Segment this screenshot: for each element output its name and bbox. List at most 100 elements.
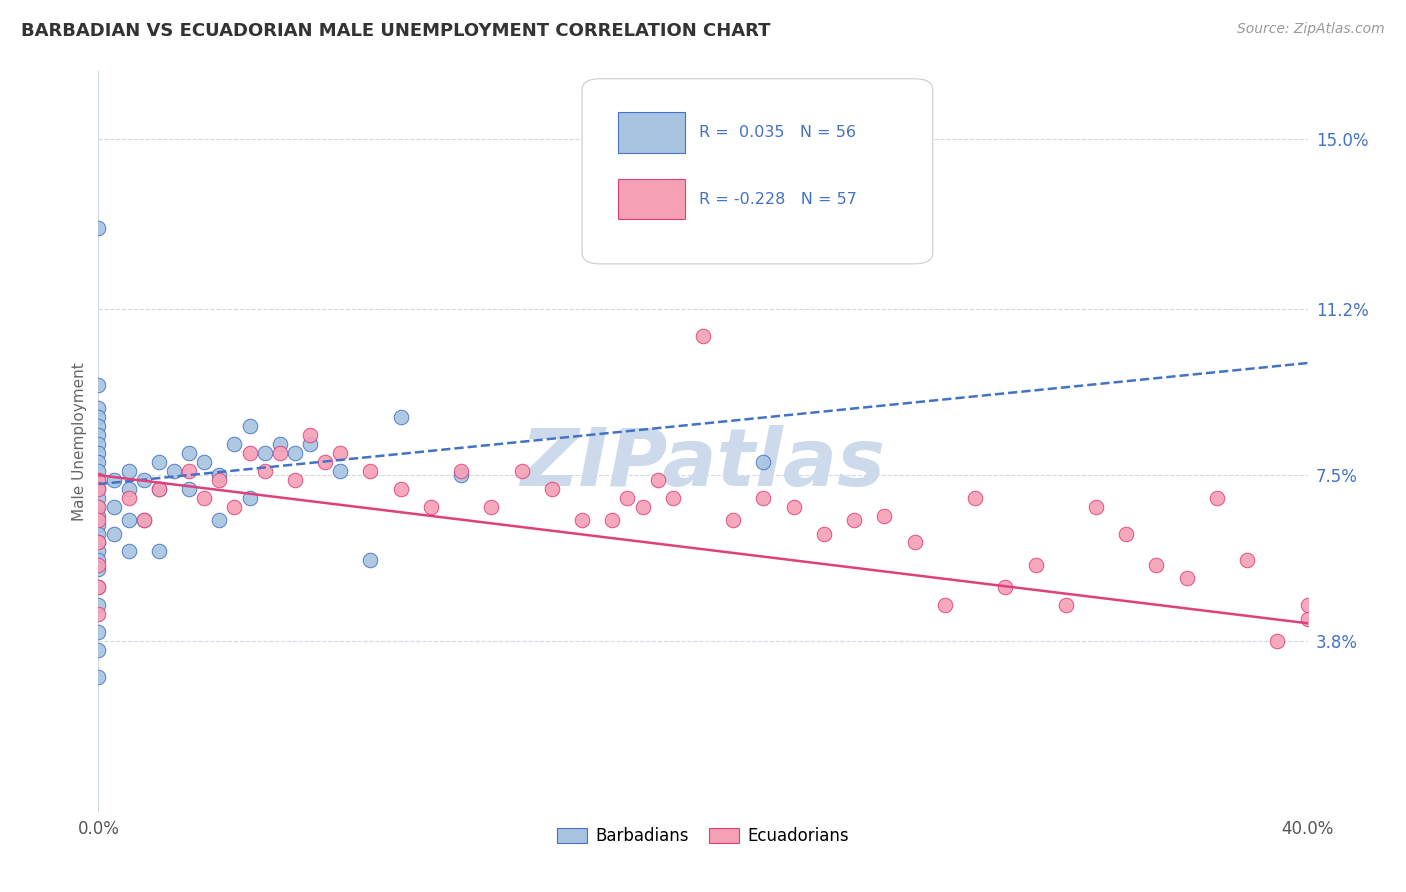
- Point: [844, 513, 866, 527]
- Point: [87, 464, 110, 478]
- Point: [1236, 553, 1258, 567]
- Point: [118, 491, 141, 505]
- Point: [87, 607, 110, 622]
- Point: [602, 513, 624, 527]
- Point: [87, 482, 110, 496]
- Point: [934, 599, 956, 613]
- Point: [118, 482, 141, 496]
- Point: [87, 473, 110, 487]
- Point: [87, 517, 110, 532]
- Point: [87, 580, 110, 594]
- Point: [389, 482, 412, 496]
- Point: [103, 473, 125, 487]
- Point: [1296, 612, 1319, 626]
- Point: [360, 553, 382, 567]
- Point: [148, 482, 170, 496]
- Point: [87, 437, 110, 451]
- Point: [329, 446, 352, 460]
- Point: [193, 455, 215, 469]
- Point: [647, 473, 669, 487]
- Point: [87, 625, 110, 640]
- Point: [224, 500, 246, 514]
- Point: [481, 500, 503, 514]
- Point: [163, 464, 186, 478]
- Point: [723, 513, 745, 527]
- Point: [450, 468, 472, 483]
- Bar: [619, 178, 685, 219]
- Point: [1024, 558, 1046, 572]
- Point: [284, 446, 307, 460]
- Point: [87, 378, 110, 392]
- Point: [132, 513, 155, 527]
- Legend: Barbadians, Ecuadorians: Barbadians, Ecuadorians: [550, 820, 856, 852]
- Point: [208, 468, 231, 483]
- Point: [360, 464, 382, 478]
- Text: R =  0.035   N = 56: R = 0.035 N = 56: [699, 125, 856, 140]
- Point: [1144, 558, 1167, 572]
- Point: [269, 437, 291, 451]
- Point: [87, 513, 110, 527]
- Point: [87, 544, 110, 558]
- Point: [813, 526, 835, 541]
- Point: [103, 526, 125, 541]
- FancyBboxPatch shape: [582, 78, 932, 264]
- Point: [239, 491, 262, 505]
- Point: [692, 329, 714, 343]
- Text: ZIPatlas: ZIPatlas: [520, 425, 886, 503]
- Point: [1296, 599, 1319, 613]
- Point: [87, 473, 110, 487]
- Point: [299, 437, 322, 451]
- Point: [752, 491, 775, 505]
- Point: [1206, 491, 1229, 505]
- Point: [87, 558, 110, 572]
- Point: [87, 580, 110, 594]
- Point: [299, 427, 322, 442]
- Point: [193, 491, 215, 505]
- Point: [87, 491, 110, 505]
- Point: [420, 500, 443, 514]
- Point: [87, 500, 110, 514]
- Point: [132, 513, 155, 527]
- Text: R = -0.228   N = 57: R = -0.228 N = 57: [699, 192, 858, 207]
- Point: [873, 508, 896, 523]
- Point: [87, 562, 110, 576]
- Point: [132, 473, 155, 487]
- Point: [118, 544, 141, 558]
- Point: [118, 513, 141, 527]
- Point: [87, 455, 110, 469]
- Point: [87, 401, 110, 415]
- Point: [783, 500, 806, 514]
- Point: [148, 544, 170, 558]
- Point: [208, 473, 231, 487]
- Point: [224, 437, 246, 451]
- Point: [994, 580, 1017, 594]
- Point: [965, 491, 987, 505]
- Text: Source: ZipAtlas.com: Source: ZipAtlas.com: [1237, 22, 1385, 37]
- Point: [314, 455, 336, 469]
- Point: [118, 464, 141, 478]
- Point: [510, 464, 533, 478]
- Point: [1175, 571, 1198, 585]
- Point: [253, 464, 276, 478]
- Point: [179, 464, 201, 478]
- Point: [571, 513, 593, 527]
- Point: [450, 464, 472, 478]
- Point: [87, 553, 110, 567]
- Point: [208, 513, 231, 527]
- Point: [87, 427, 110, 442]
- Point: [87, 599, 110, 613]
- Point: [616, 491, 638, 505]
- Point: [179, 482, 201, 496]
- Point: [87, 670, 110, 684]
- Point: [661, 491, 683, 505]
- Point: [329, 464, 352, 478]
- Point: [540, 482, 562, 496]
- Point: [103, 500, 125, 514]
- Text: BARBADIAN VS ECUADORIAN MALE UNEMPLOYMENT CORRELATION CHART: BARBADIAN VS ECUADORIAN MALE UNEMPLOYMEN…: [21, 22, 770, 40]
- Point: [389, 409, 412, 424]
- Point: [87, 508, 110, 523]
- Point: [87, 418, 110, 433]
- Point: [87, 500, 110, 514]
- Point: [284, 473, 307, 487]
- Y-axis label: Male Unemployment: Male Unemployment: [72, 362, 87, 521]
